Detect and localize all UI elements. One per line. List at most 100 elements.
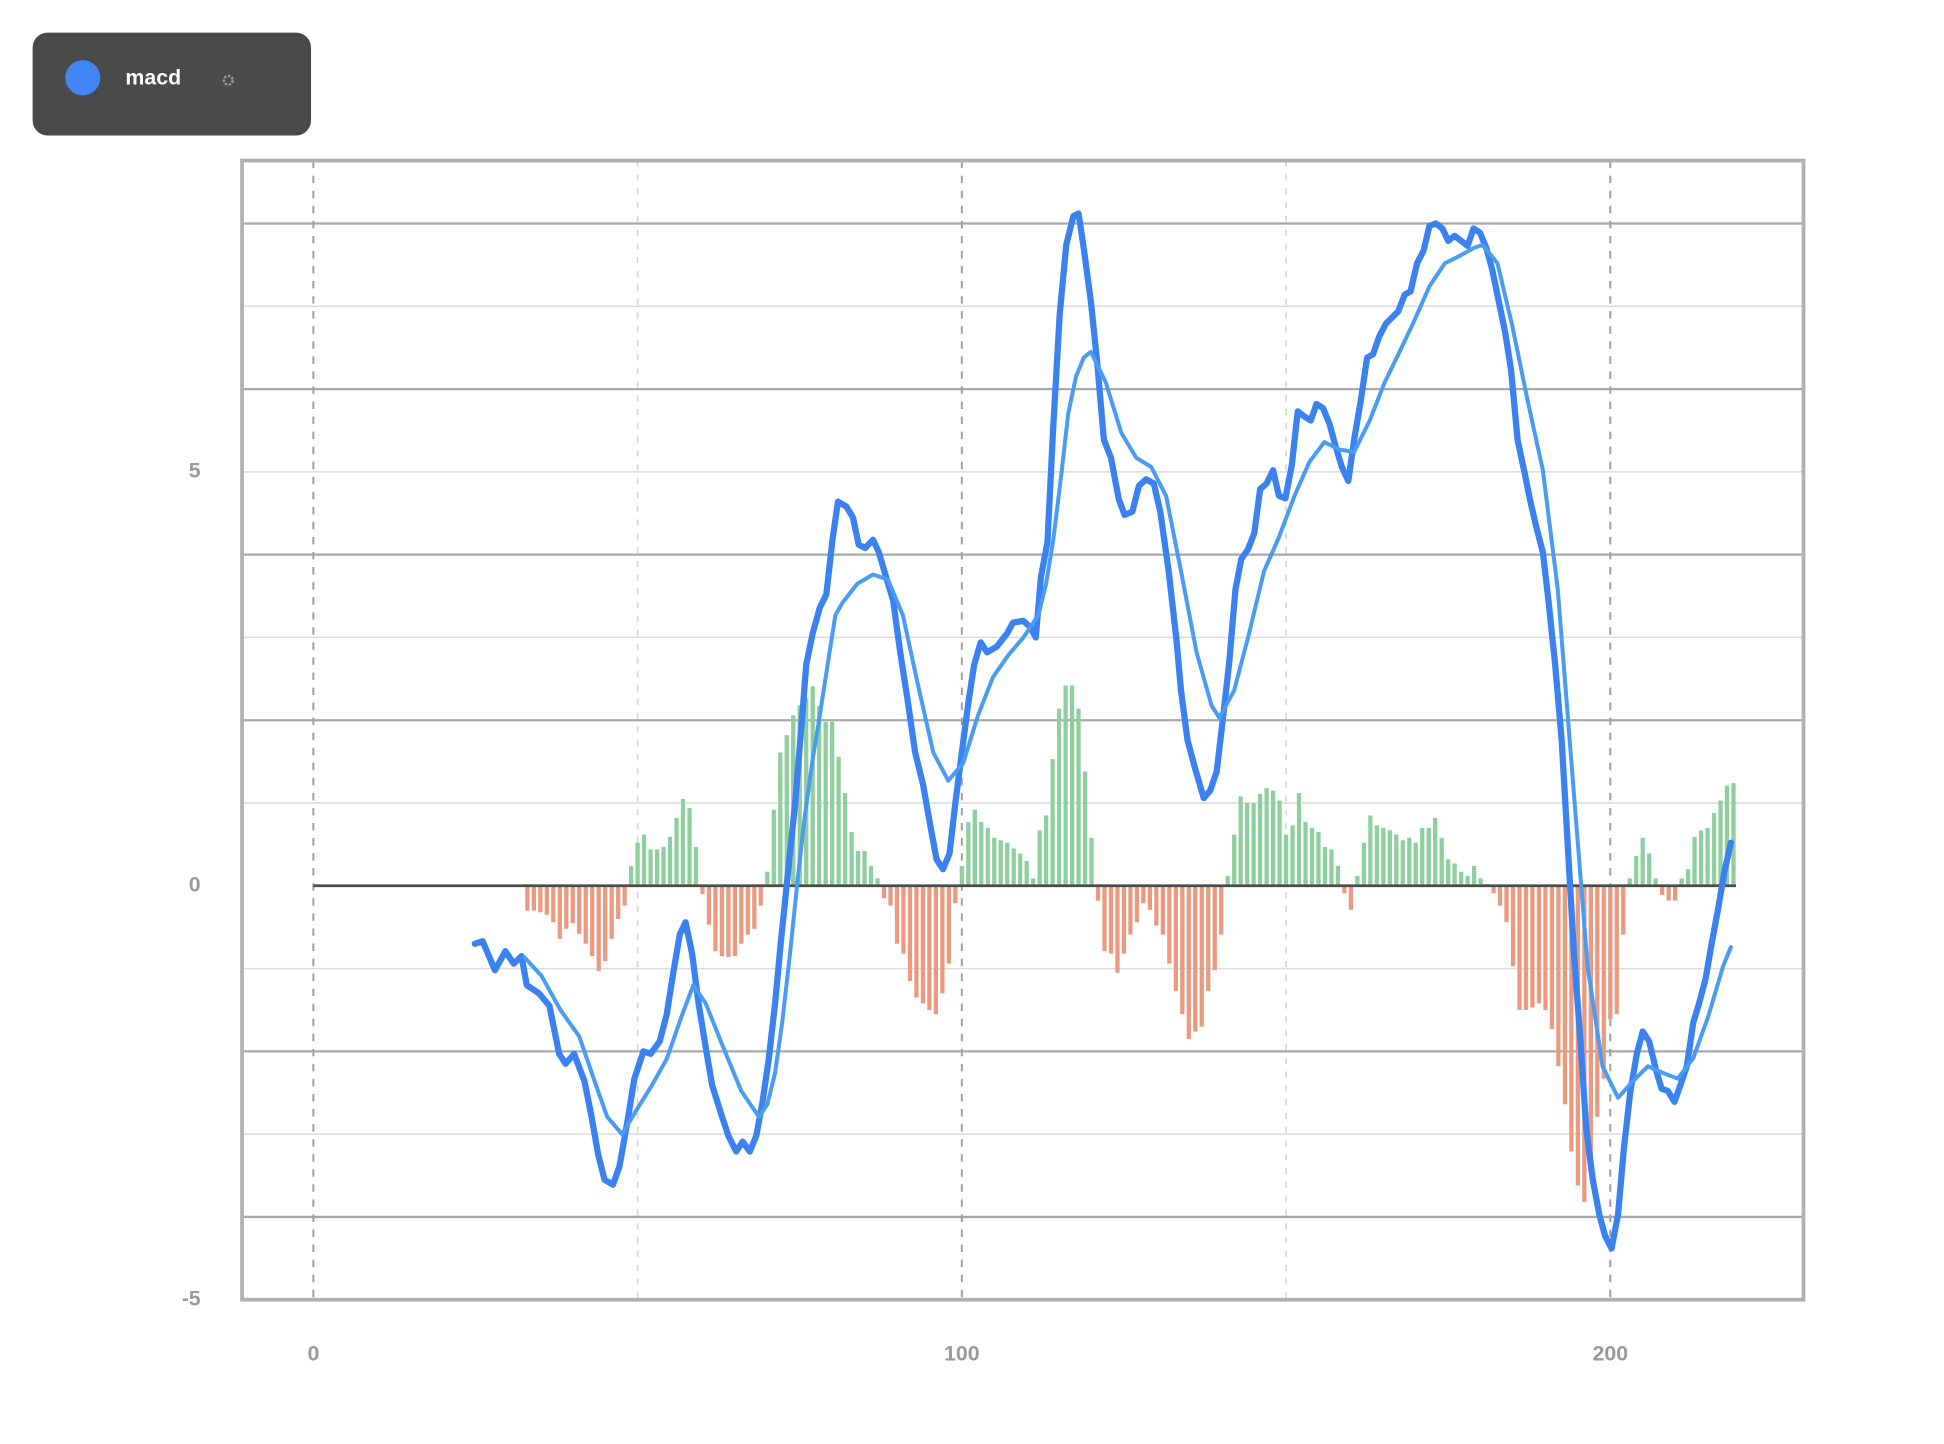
histogram-bar xyxy=(1225,875,1230,886)
histogram-bar xyxy=(1355,875,1360,886)
histogram-bar xyxy=(616,885,621,919)
histogram-bar xyxy=(868,865,874,886)
histogram-bar xyxy=(1471,865,1477,886)
histogram-bar xyxy=(1186,885,1191,1039)
histogram-bar xyxy=(1361,842,1367,886)
histogram-bar xyxy=(1698,830,1704,886)
histogram-bar xyxy=(1660,885,1665,895)
legend: macd xyxy=(32,32,312,136)
histogram-bar xyxy=(1614,885,1619,1015)
histogram-bar xyxy=(1640,837,1645,886)
histogram-bar xyxy=(1322,846,1328,886)
histogram-bar xyxy=(927,885,932,1010)
histogram-bar xyxy=(700,885,705,895)
histogram-bar xyxy=(1673,885,1678,901)
histogram-bar xyxy=(979,822,984,886)
histogram-bar xyxy=(1005,842,1010,886)
histogram-bar xyxy=(1037,830,1042,886)
histogram-bar xyxy=(1108,885,1114,954)
histogram-bar xyxy=(641,834,647,886)
histogram-bar xyxy=(531,885,536,911)
histogram-bar xyxy=(1627,878,1632,886)
histogram-bar xyxy=(842,793,848,886)
x-tick-label: 100 xyxy=(944,1342,980,1366)
histogram-bar xyxy=(1011,848,1016,886)
histogram-bar xyxy=(564,885,569,929)
histogram-bar xyxy=(1082,771,1088,886)
histogram-bar xyxy=(1446,859,1451,886)
histogram-bar xyxy=(1147,885,1153,910)
histogram-bar xyxy=(1180,885,1185,1015)
histogram-bar xyxy=(881,885,887,899)
histogram-bar xyxy=(1206,885,1211,991)
histogram-bar xyxy=(1549,885,1555,1030)
histogram-bar xyxy=(1465,875,1470,886)
y-tick-label: 0 xyxy=(189,872,201,896)
histogram-bar xyxy=(1666,885,1671,901)
histogram-bar xyxy=(959,865,964,886)
histogram-bar xyxy=(1523,885,1529,1010)
histogram-bar xyxy=(1685,869,1691,886)
histogram-bar xyxy=(583,885,588,944)
histogram-bar xyxy=(953,885,958,904)
histogram-bar xyxy=(1329,849,1334,886)
histogram-bar xyxy=(1621,885,1626,935)
histogram-bar xyxy=(901,885,906,954)
histogram-bar xyxy=(875,878,880,886)
histogram-bar xyxy=(1115,885,1120,973)
histogram-bar xyxy=(817,706,822,886)
histogram-bar xyxy=(1634,855,1639,886)
histogram-bar xyxy=(1348,885,1354,910)
histogram-bar xyxy=(855,851,861,886)
histogram-bar xyxy=(1387,830,1392,886)
histogram-bar xyxy=(525,885,530,911)
histogram-bar xyxy=(1076,708,1081,886)
histogram-bar xyxy=(745,885,750,935)
histogram-bar xyxy=(862,851,867,886)
histogram-bar xyxy=(1510,885,1516,967)
histogram-bar xyxy=(1711,812,1717,886)
histogram-bar xyxy=(810,686,815,886)
histogram-bar xyxy=(985,827,990,886)
histogram-bar xyxy=(1219,885,1224,935)
histogram-bar xyxy=(1595,885,1600,1117)
histogram-bar xyxy=(1277,800,1282,886)
histogram-bar xyxy=(713,885,718,952)
histogram-bar xyxy=(1724,785,1730,886)
histogram-bar xyxy=(1050,759,1055,886)
histogram-bar xyxy=(1238,796,1243,886)
y-tick-label: -5 xyxy=(182,1286,201,1310)
histogram-bar xyxy=(836,756,841,886)
line xyxy=(522,243,1733,1137)
histogram-bar xyxy=(603,885,608,962)
histogram-bar xyxy=(1582,885,1587,1203)
histogram-bar xyxy=(1705,827,1710,886)
histogram-bar xyxy=(1718,800,1723,886)
histogram-bar xyxy=(1562,885,1568,1105)
histogram-bar xyxy=(1407,837,1412,886)
histogram-bar xyxy=(687,807,692,886)
histogram-bar xyxy=(1497,885,1503,906)
histogram-bar xyxy=(680,798,686,886)
histogram-bar xyxy=(1601,885,1606,1079)
histogram-bar xyxy=(693,846,699,886)
histogram-bar xyxy=(1517,885,1522,1010)
histogram-bar xyxy=(849,831,854,886)
histogram-bar xyxy=(1335,865,1341,886)
histogram-bar xyxy=(1296,793,1302,886)
histogram-bar xyxy=(1212,885,1217,971)
settings-icon[interactable] xyxy=(222,74,234,86)
histogram-bar xyxy=(1439,837,1444,886)
histogram-bar xyxy=(1374,825,1379,886)
histogram-bar xyxy=(1647,853,1652,886)
histogram-bar xyxy=(1420,827,1425,886)
histogram-bar xyxy=(972,809,977,886)
histogram-bar xyxy=(1530,885,1535,1008)
histogram-bar xyxy=(1173,885,1178,991)
histogram-bar xyxy=(622,885,627,906)
histogram-bar xyxy=(992,837,997,886)
histogram-bar xyxy=(674,817,679,886)
grid xyxy=(242,160,1804,1300)
histogram-bar xyxy=(1134,885,1140,923)
